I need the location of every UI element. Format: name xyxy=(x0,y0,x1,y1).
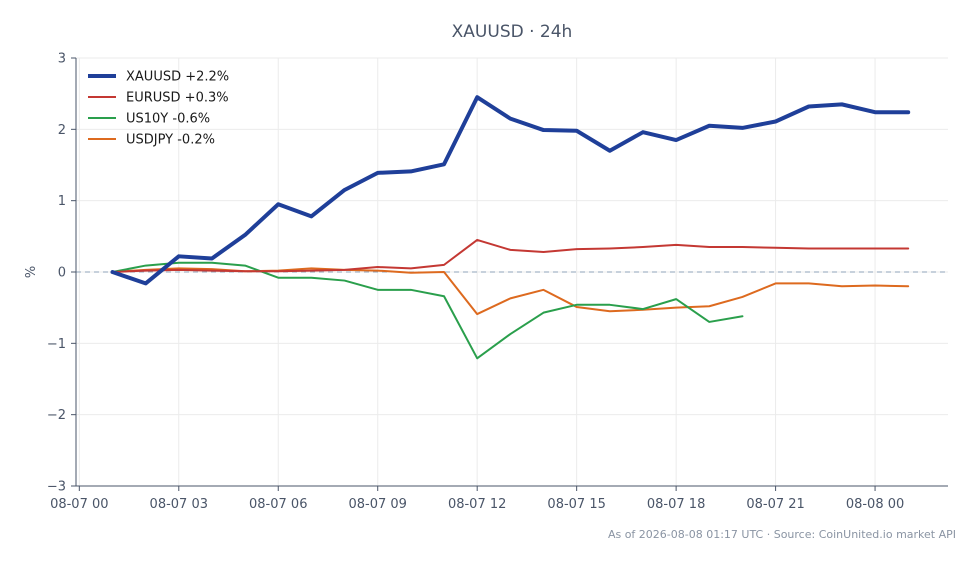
legend-label: EURUSD +0.3% xyxy=(126,91,229,106)
series-lines xyxy=(110,95,911,360)
x-tick-label: 08-08 00 xyxy=(846,497,904,512)
x-tick-label: 08-07 03 xyxy=(150,497,208,512)
series-line-xauusd xyxy=(110,95,911,286)
x-tick-label: 08-07 15 xyxy=(547,497,605,512)
y-tick-label: 3 xyxy=(58,52,66,67)
y-tick-label: 1 xyxy=(58,194,66,209)
y-axis-label: % xyxy=(24,266,39,278)
y-tick-label: 2 xyxy=(58,123,66,138)
series-line-us10y xyxy=(111,261,744,360)
y-tick-label: −3 xyxy=(47,480,66,495)
y-tick-label: −2 xyxy=(47,408,66,423)
x-tick-label: 08-07 06 xyxy=(249,497,307,512)
series-line-eurusd xyxy=(111,238,910,273)
grid xyxy=(76,57,948,487)
x-tick-label: 08-07 18 xyxy=(647,497,705,512)
y-tick-label: 0 xyxy=(58,266,66,281)
x-tick-label: 08-07 09 xyxy=(348,497,406,512)
x-tick-label: 08-07 00 xyxy=(50,497,108,512)
legend-label: US10Y -0.6% xyxy=(126,112,210,127)
axes: −3 −2 −1 0 1 2 3 08-07 00 08-07 03 08-07 06 08-07 … xyxy=(47,52,948,512)
footer-source: As of 2026-08-08 01:17 UTC · Source: Coi… xyxy=(608,528,956,541)
legend-label: USDJPY -0.2% xyxy=(126,133,215,148)
legend-label: XAUUSD +2.2% xyxy=(126,70,229,85)
y-tick-label: −1 xyxy=(47,337,66,352)
x-tick-label: 08-07 21 xyxy=(746,497,804,512)
chart-title: XAUUSD · 24h xyxy=(452,22,573,42)
legend: XAUUSD +2.2% EURUSD +0.3% US10Y -0.6% USDJP… xyxy=(88,70,229,148)
x-tick-label: 08-07 12 xyxy=(448,497,506,512)
series-line-usdjpy xyxy=(111,267,910,316)
